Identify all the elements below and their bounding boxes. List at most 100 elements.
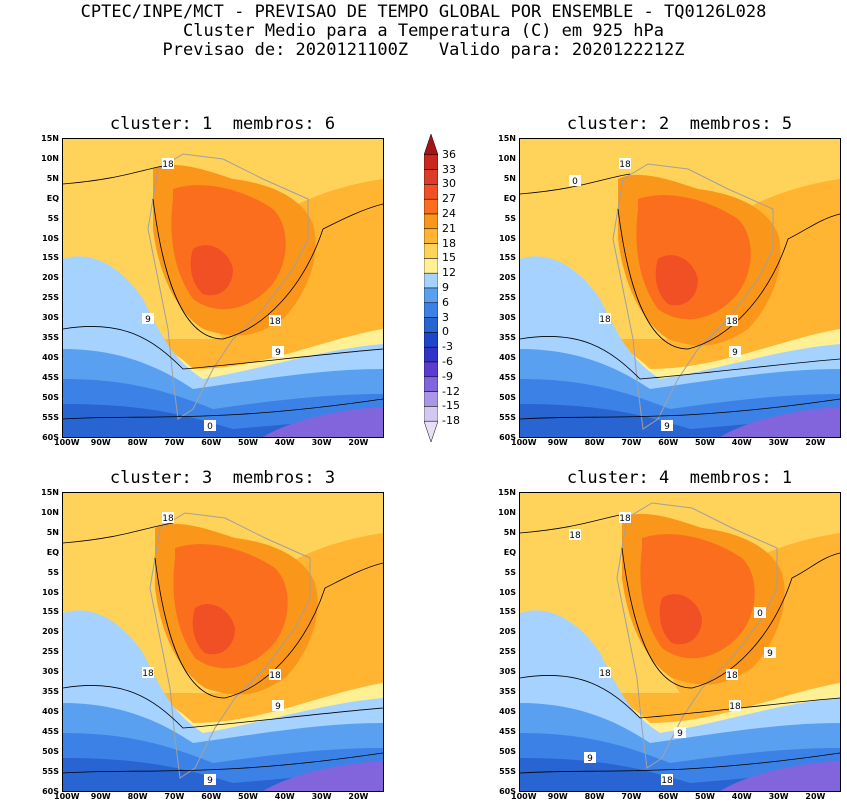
colorbar-swatch (423, 169, 439, 185)
latitude-tick-label: 25S (499, 647, 516, 657)
latitude-tick-label: 35S (42, 333, 59, 342)
contour-label: 9 (767, 649, 773, 659)
colorbar-swatch (423, 391, 439, 407)
longitude-tick-label: 20W (805, 438, 826, 447)
warm-region (659, 594, 702, 645)
contour-label-box (674, 727, 686, 738)
longitude-tick-label: 80W (584, 792, 605, 801)
warm-region (655, 255, 698, 306)
latitude-tick-label: 40S (42, 352, 59, 362)
longitude-tick-label: 90W (90, 438, 111, 447)
longitude-tick-label: 30W (768, 792, 789, 801)
continent-outline (616, 502, 778, 769)
latitude-tick-label: 45S (42, 726, 59, 736)
latitude-tick-label: 35S (42, 687, 59, 696)
contour-label: 18 (162, 514, 174, 524)
colorbar-swatch (423, 317, 439, 333)
contour-label: 9 (145, 315, 151, 325)
latitude-tick-label: 30S (499, 313, 516, 323)
temperature-band (720, 761, 840, 791)
longitude-tick-label: 30W (311, 792, 332, 801)
latitude-tick-label: 30S (499, 667, 516, 677)
contour-label: 18 (569, 531, 581, 541)
contour-label-box (599, 667, 611, 678)
contour-label-box (584, 752, 596, 763)
latitude-tick-label: 40S (499, 706, 516, 716)
latitude-tick-label: 5S (504, 213, 516, 223)
longitude-tick-label: 20W (348, 792, 369, 801)
longitude-tick-label: 70W (164, 792, 185, 801)
longitude-tick-label: 30W (311, 438, 332, 447)
contour-label-box (204, 774, 216, 785)
colorbar-label: 0 (442, 325, 449, 339)
contour-label-box (729, 346, 741, 357)
contour-line (63, 685, 383, 729)
contour-label-box (729, 700, 741, 711)
warm-region (190, 245, 233, 296)
colorbar-label: 36 (442, 147, 456, 161)
main-title-line-1: CPTEC/INPE/MCT - PREVISAO DE TEMPO GLOBA… (80, 2, 767, 22)
colorbar-label: 30 (442, 177, 456, 191)
contour-label-box (162, 158, 174, 169)
latitude-tick-label: 60S (42, 786, 59, 796)
latitude-tick-label: 15S (499, 253, 516, 263)
longitude-tick-label: 50W (238, 792, 258, 801)
longitude-tick-label: 80W (584, 438, 605, 447)
colorbar-label: -18 (442, 414, 460, 428)
contour-label-box (162, 512, 174, 523)
contour-label: 18 (162, 160, 174, 170)
latitude-tick-label: 5N (46, 173, 59, 183)
contour-label: 18 (661, 776, 673, 786)
colorbar-label: -3 (442, 340, 453, 354)
colorbar-swatch (423, 258, 439, 274)
longitude-tick-label: 70W (164, 438, 185, 447)
longitude-tick-label: 40W (274, 792, 295, 801)
colorbar-label: 3 (442, 310, 449, 324)
contour-label: 18 (269, 317, 281, 327)
contour-line (63, 522, 174, 544)
map-panel-1: 18 18 9 9 0 (62, 138, 384, 438)
contour-line (621, 547, 840, 689)
contour-label: 18 (599, 669, 611, 679)
longitude-tick-label: 70W (621, 438, 642, 447)
latitude-tick-label: 60S (499, 432, 516, 442)
colorbar-swatch (423, 420, 439, 443)
latitude-tick-label: 35S (499, 333, 516, 342)
longitude-tick-label: 90W (90, 792, 111, 801)
latitude-tick-label: 5N (503, 173, 516, 183)
contour-label: 18 (269, 671, 281, 681)
latitude-tick-label: 10N (498, 153, 516, 163)
warm-region (192, 604, 235, 655)
colorbar-swatch (423, 184, 439, 200)
latitude-tick-label: 10S (499, 587, 516, 597)
latitude-tick-label: 10S (499, 233, 516, 243)
latitude-tick-label: 25S (42, 293, 59, 303)
longitude-tick-label: 60W (201, 438, 222, 447)
longitude-tick-label: 50W (695, 438, 715, 447)
contour-line (63, 398, 383, 420)
main-title-line-2: Cluster Medio para a Temperatura (C) em … (182, 21, 665, 41)
colorbar-label: -9 (442, 369, 453, 383)
latitude-tick-label: 60S (499, 786, 516, 796)
contour-label-box (272, 346, 284, 357)
colorbar-swatch (423, 198, 439, 215)
contour-label-box (204, 420, 216, 431)
longitude-tick-label: 40W (731, 438, 752, 447)
latitude-tick-label: 40S (42, 706, 59, 716)
colorbar-swatch (423, 133, 439, 156)
latitude-tick-label: 30S (42, 667, 59, 677)
latitude-tick-label: 35S (499, 687, 516, 696)
contour-label: 9 (207, 776, 213, 786)
latitude-tick-label: 55S (499, 412, 516, 422)
panel-3-title: cluster: 3 membros: 3 (109, 468, 336, 488)
contour-label-box (269, 315, 281, 326)
panel-1-title: cluster: 1 membros: 6 (109, 114, 336, 134)
panel-2-title: cluster: 2 membros: 5 (566, 114, 793, 134)
colorbar-label: 18 (442, 236, 456, 250)
colorbar-swatch (423, 361, 439, 378)
colorbar-label: -6 (442, 355, 453, 368)
contour-label-box (754, 607, 766, 618)
colorbar-swatch (423, 302, 439, 318)
latitude-tick-label: 55S (42, 412, 59, 422)
contour-label-box (764, 647, 776, 658)
